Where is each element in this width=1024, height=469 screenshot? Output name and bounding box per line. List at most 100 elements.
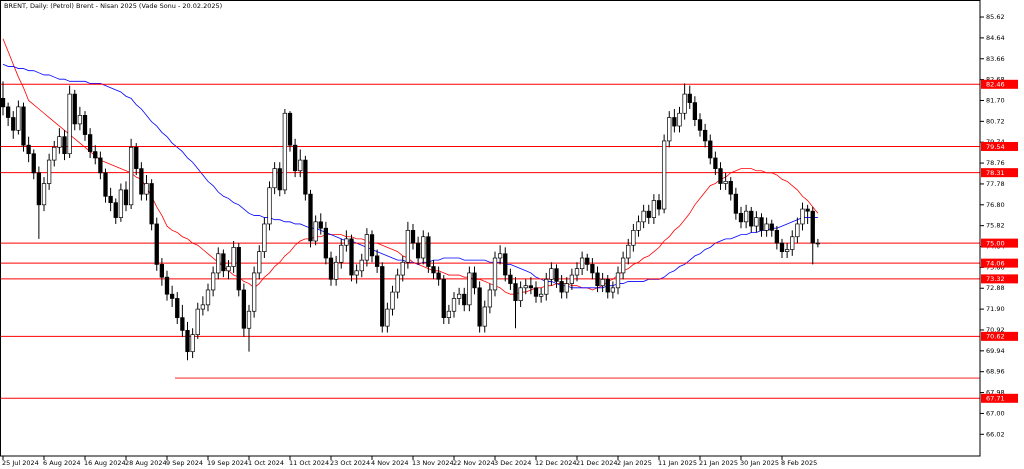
level-label-box — [981, 238, 1018, 248]
y-tick-label: 71.90 — [986, 305, 1005, 313]
candle-body — [610, 287, 616, 293]
candle-body — [251, 272, 257, 312]
candle-body — [149, 183, 154, 225]
candle-body — [308, 193, 313, 242]
candle-body — [359, 259, 364, 272]
x-tick-label: 1 Oct 2024 — [248, 459, 284, 467]
candle-body — [262, 223, 267, 252]
level-label: 79.54 — [986, 143, 1005, 151]
candle-body — [554, 268, 559, 282]
candle-body — [764, 223, 769, 231]
candle-body — [585, 257, 590, 265]
candle-body — [267, 187, 272, 225]
y-tick-label: 80.72 — [986, 117, 1005, 125]
candle-body — [723, 181, 728, 184]
candle-body — [349, 238, 354, 276]
x-tick-label: 23 Oct 2024 — [330, 459, 370, 467]
candle-body — [718, 168, 723, 184]
candle-body — [364, 234, 370, 261]
y-tick-label: 68.96 — [986, 368, 1005, 376]
level-label: 70.62 — [986, 333, 1005, 341]
candle-body — [36, 172, 42, 206]
candle-body — [600, 278, 605, 287]
candle-body — [195, 308, 200, 336]
candle-body — [282, 112, 288, 191]
candle-body — [323, 227, 329, 259]
level-label-box — [981, 168, 1018, 178]
x-tick-label: 21 Jan 2025 — [699, 459, 738, 467]
candle-body — [769, 223, 774, 231]
candle-body — [241, 289, 247, 329]
x-tick-label: 6 Aug 2024 — [43, 459, 81, 467]
candle-body — [77, 115, 83, 125]
candle-body — [441, 278, 446, 318]
candle-body — [395, 274, 400, 293]
candle-body — [298, 159, 303, 172]
candle-body — [139, 168, 144, 195]
candle-body — [790, 236, 795, 250]
candle-body — [87, 134, 93, 152]
candle-body — [482, 306, 487, 327]
candle-body — [733, 193, 739, 214]
candle-body — [544, 278, 549, 295]
candle-body — [180, 317, 185, 331]
candle-body — [713, 157, 718, 169]
candle-body — [446, 310, 452, 318]
candle-body — [344, 238, 349, 246]
candle-body — [21, 106, 26, 146]
candle-body — [46, 159, 52, 184]
candle-body — [743, 210, 749, 223]
candle-body — [0, 98, 6, 108]
candle-body — [436, 272, 441, 280]
candle-body — [646, 210, 651, 218]
moving-average-line — [2, 63, 818, 289]
candle-body — [682, 93, 687, 114]
candle-body — [815, 242, 821, 245]
y-tick-label: 78.76 — [986, 159, 1005, 167]
candle-body — [667, 117, 672, 142]
x-tick-label: 2 Jan 2025 — [617, 459, 652, 467]
candle-body — [82, 115, 88, 135]
y-tick-label: 81.70 — [986, 96, 1005, 104]
candle-body — [636, 221, 641, 231]
candle-body — [185, 330, 190, 353]
candle-body — [246, 310, 252, 329]
candle-body — [672, 117, 677, 127]
candle-body — [415, 242, 421, 259]
candle-body — [677, 112, 682, 127]
candle-body — [574, 268, 580, 276]
candle-body — [795, 223, 800, 238]
candle-body — [687, 93, 692, 103]
candle-body — [477, 287, 482, 327]
candle-body — [590, 264, 595, 274]
level-label-box — [981, 258, 1018, 268]
candle-body — [205, 289, 211, 306]
candle-body — [380, 266, 385, 327]
x-tick-label: 25 Jul 2024 — [2, 459, 39, 467]
candle-body — [216, 253, 221, 274]
candle-body — [277, 168, 282, 191]
candle-body — [57, 136, 62, 148]
candle-body — [754, 217, 759, 227]
y-tick-label: 85.62 — [986, 13, 1005, 21]
candle-body — [272, 168, 277, 189]
candle-body — [528, 285, 534, 289]
candle-body — [559, 281, 564, 293]
candle-body — [328, 257, 334, 280]
y-tick-label: 66.02 — [986, 430, 1005, 438]
candle-body — [98, 157, 103, 174]
y-tick-label: 72.88 — [986, 284, 1005, 292]
plot-area — [0, 38, 980, 399]
candle-body — [579, 257, 585, 270]
candle-body — [431, 266, 436, 274]
x-tick-label: 22 Nov 2024 — [453, 459, 495, 467]
candle-body — [369, 234, 375, 257]
y-tick-label: 82.68 — [986, 76, 1005, 84]
candle-body — [810, 210, 815, 244]
candle-body — [779, 242, 785, 252]
candle-body — [462, 293, 467, 306]
x-tick-label: 28 Aug 2024 — [125, 459, 167, 467]
x-tick-label: 4 Nov 2024 — [371, 459, 409, 467]
candle-body — [595, 272, 600, 287]
